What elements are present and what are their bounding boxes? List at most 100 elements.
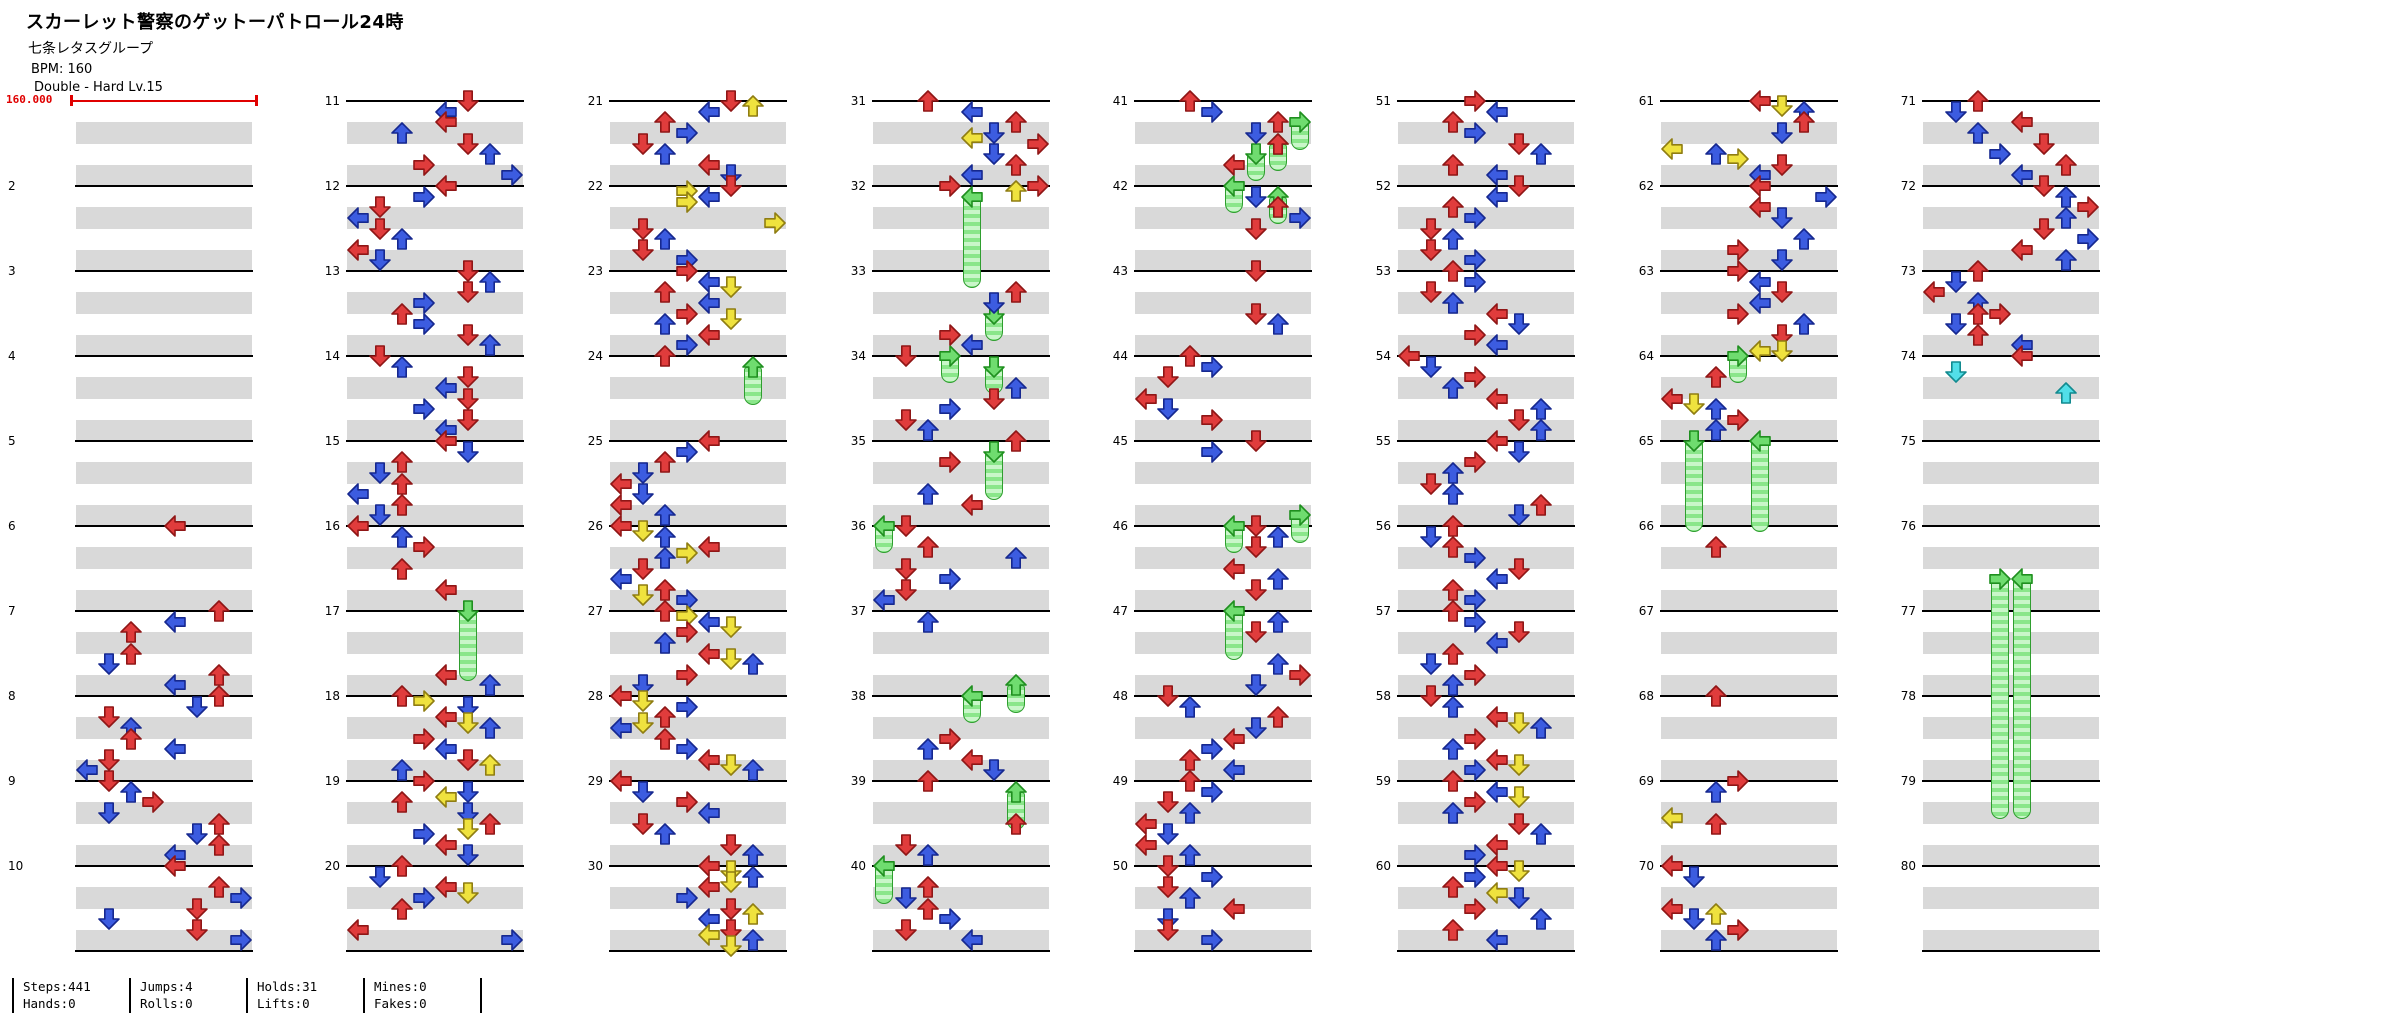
measure-line bbox=[1134, 610, 1312, 612]
beat-row bbox=[347, 207, 523, 229]
note-arrow-8th bbox=[1201, 738, 1223, 760]
note-arrow-16th bbox=[1508, 711, 1530, 734]
note-arrow-4th bbox=[1201, 408, 1223, 431]
hold-head-arrow bbox=[1989, 568, 2011, 590]
beat-row bbox=[610, 674, 786, 696]
note-arrow-16th bbox=[720, 754, 742, 776]
note-arrow-8th bbox=[1989, 143, 2011, 165]
note-arrow-4th bbox=[1442, 196, 1464, 219]
beat-row bbox=[1661, 929, 1837, 951]
note-arrow-8th bbox=[1442, 377, 1464, 399]
note-arrow-4th bbox=[961, 493, 983, 516]
note-arrow-16th bbox=[1005, 180, 1027, 203]
note-arrow-4th bbox=[1005, 281, 1027, 304]
note-arrow-8th bbox=[654, 228, 676, 250]
note-arrow-8th bbox=[1945, 100, 1967, 123]
note-arrow-8th bbox=[2055, 185, 2077, 208]
measure-line bbox=[75, 525, 253, 527]
bpm-line bbox=[72, 100, 256, 102]
note-arrow-4th bbox=[1967, 302, 1989, 325]
note-arrow-16th bbox=[632, 584, 654, 606]
measure-line bbox=[346, 100, 524, 102]
note-arrow-4th bbox=[479, 812, 501, 835]
note-arrow-4th bbox=[676, 791, 698, 814]
note-arrow-8th bbox=[1245, 122, 1267, 144]
measure-line bbox=[346, 355, 524, 357]
measure-line bbox=[1660, 695, 1838, 697]
note-arrow-16th bbox=[720, 648, 742, 670]
note-arrow-4th bbox=[1245, 430, 1267, 452]
stats-bar: Steps:441 Hands:0 Jumps:4 Rolls:0 Holds:… bbox=[12, 978, 482, 1013]
note-arrow-other bbox=[2055, 382, 2077, 404]
note-arrow-4th bbox=[98, 770, 120, 792]
note-arrow-8th bbox=[479, 270, 501, 293]
note-arrow-4th bbox=[1771, 323, 1793, 346]
note-arrow-8th bbox=[917, 738, 939, 760]
note-arrow-8th bbox=[457, 780, 479, 803]
measure-line bbox=[872, 440, 1050, 442]
measure-number: 51 bbox=[1375, 94, 1391, 108]
note-arrow-4th bbox=[1793, 111, 1815, 134]
beat-row bbox=[1661, 164, 1837, 186]
note-arrow-8th bbox=[501, 929, 523, 952]
note-arrow-4th bbox=[369, 196, 391, 219]
note-arrow-4th bbox=[1157, 366, 1179, 389]
beat-row bbox=[873, 249, 1049, 271]
beat-row bbox=[610, 844, 786, 866]
note-arrow-8th bbox=[676, 695, 698, 718]
measure-line bbox=[1660, 525, 1838, 527]
beat-row bbox=[347, 419, 523, 441]
note-arrow-16th bbox=[1486, 881, 1508, 904]
beat-row bbox=[347, 462, 523, 484]
measure-line bbox=[1397, 270, 1575, 272]
note-arrow-8th bbox=[1530, 717, 1552, 739]
note-arrow-8th bbox=[2011, 164, 2033, 187]
beat-row bbox=[347, 292, 523, 314]
note-arrow-4th bbox=[1464, 323, 1486, 346]
note-arrow-4th bbox=[1705, 812, 1727, 835]
beat-row bbox=[1923, 759, 2099, 781]
hold-head-arrow bbox=[1245, 143, 1267, 165]
measure-line bbox=[1922, 100, 2100, 102]
measure-line bbox=[609, 610, 787, 612]
note-arrow-4th bbox=[654, 281, 676, 304]
measure-number: 10 bbox=[8, 859, 24, 873]
measure-number: 16 bbox=[324, 519, 340, 533]
measure-line bbox=[609, 440, 787, 442]
measure-number: 24 bbox=[587, 349, 603, 363]
note-arrow-4th bbox=[917, 536, 939, 559]
note-arrow-16th bbox=[479, 754, 501, 776]
beat-row bbox=[610, 589, 786, 611]
note-arrow-4th bbox=[435, 706, 457, 729]
measure-line bbox=[75, 780, 253, 782]
measure-line bbox=[872, 865, 1050, 867]
note-arrow-8th bbox=[632, 462, 654, 484]
measure-line bbox=[1397, 865, 1575, 867]
beat-row bbox=[1661, 249, 1837, 271]
note-arrow-8th bbox=[1005, 547, 1027, 569]
note-arrow-4th bbox=[1027, 175, 1049, 197]
measure-number: 15 bbox=[324, 434, 340, 448]
note-arrow-8th bbox=[654, 313, 676, 335]
note-arrow-8th bbox=[1464, 270, 1486, 293]
beat-row bbox=[1135, 887, 1311, 909]
bpm-tick-right bbox=[255, 95, 258, 106]
note-arrow-8th bbox=[1442, 802, 1464, 824]
note-arrow-8th bbox=[1267, 653, 1289, 675]
note-arrow-4th bbox=[413, 770, 435, 792]
note-arrow-4th bbox=[1464, 366, 1486, 389]
hold-head-arrow bbox=[1683, 430, 1705, 452]
note-arrow-4th bbox=[413, 727, 435, 750]
note-arrow-8th bbox=[1530, 419, 1552, 442]
note-arrow-8th bbox=[1683, 865, 1705, 888]
beat-row bbox=[610, 759, 786, 781]
beat-row bbox=[1135, 207, 1311, 229]
note-arrow-4th bbox=[1705, 536, 1727, 559]
note-arrow-other bbox=[1945, 361, 1967, 383]
note-arrow-8th bbox=[1201, 780, 1223, 803]
measure-number: 45 bbox=[1112, 434, 1128, 448]
song-artist: 七条レタスグループ bbox=[28, 41, 154, 57]
measure-number: 19 bbox=[324, 774, 340, 788]
hold-note bbox=[963, 196, 981, 288]
beat-row bbox=[1135, 122, 1311, 144]
